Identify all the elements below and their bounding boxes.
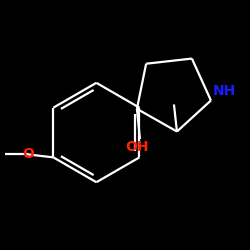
Text: OH: OH	[125, 140, 149, 154]
Text: O: O	[22, 147, 34, 161]
Text: NH: NH	[212, 84, 236, 98]
